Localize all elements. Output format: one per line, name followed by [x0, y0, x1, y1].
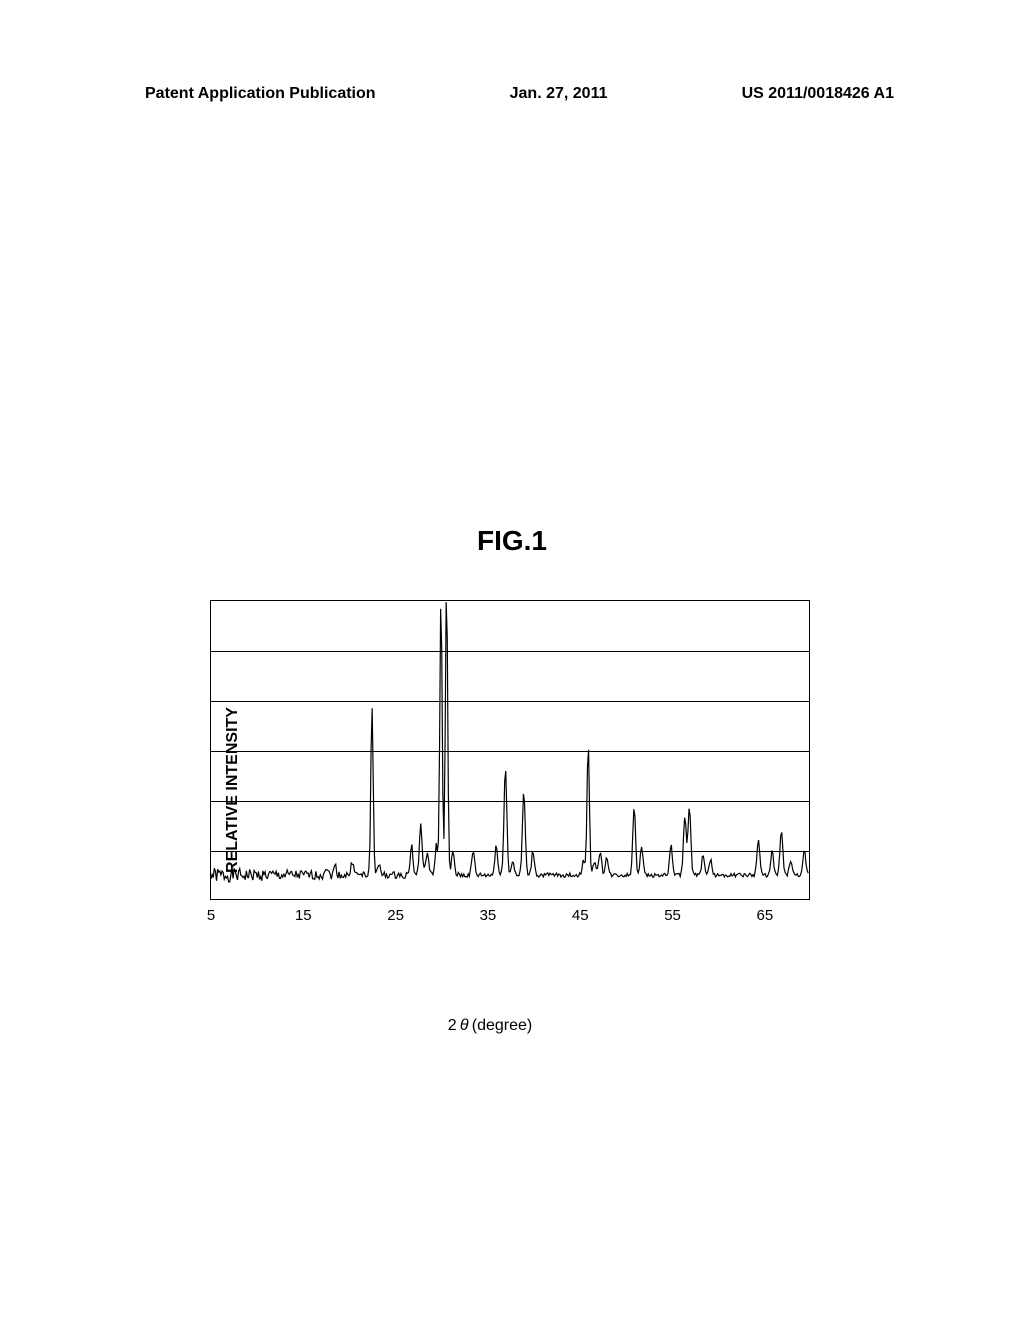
x-tick-label: 35 — [480, 907, 497, 924]
x-label-symbol: θ — [460, 1017, 469, 1034]
x-tick-label: 25 — [387, 907, 404, 924]
xrd-chart: RELATIVE INTENSITY 5152535455565 2 θ (de… — [170, 600, 810, 980]
header-left: Patent Application Publication — [145, 85, 376, 103]
x-label-suffix: (degree) — [472, 1017, 532, 1034]
x-tick-label: 15 — [295, 907, 312, 924]
plot-area: 5152535455565 — [210, 600, 810, 900]
x-axis-label: 2 θ (degree) — [448, 1017, 532, 1035]
x-tick-label: 55 — [664, 907, 681, 924]
grid-line — [211, 851, 809, 852]
header-center: Jan. 27, 2011 — [510, 85, 608, 103]
grid-line — [211, 801, 809, 802]
grid-line — [211, 751, 809, 752]
grid-line — [211, 701, 809, 702]
figure-title: FIG.1 — [477, 525, 547, 557]
header-right: US 2011/0018426 A1 — [742, 85, 894, 103]
x-label-prefix: 2 — [448, 1017, 457, 1034]
page-header: Patent Application Publication Jan. 27, … — [0, 85, 1024, 103]
grid-line — [211, 651, 809, 652]
x-tick-label: 65 — [757, 907, 774, 924]
x-tick-label: 5 — [207, 907, 215, 924]
x-tick-label: 45 — [572, 907, 589, 924]
xrd-line-svg — [211, 601, 809, 899]
